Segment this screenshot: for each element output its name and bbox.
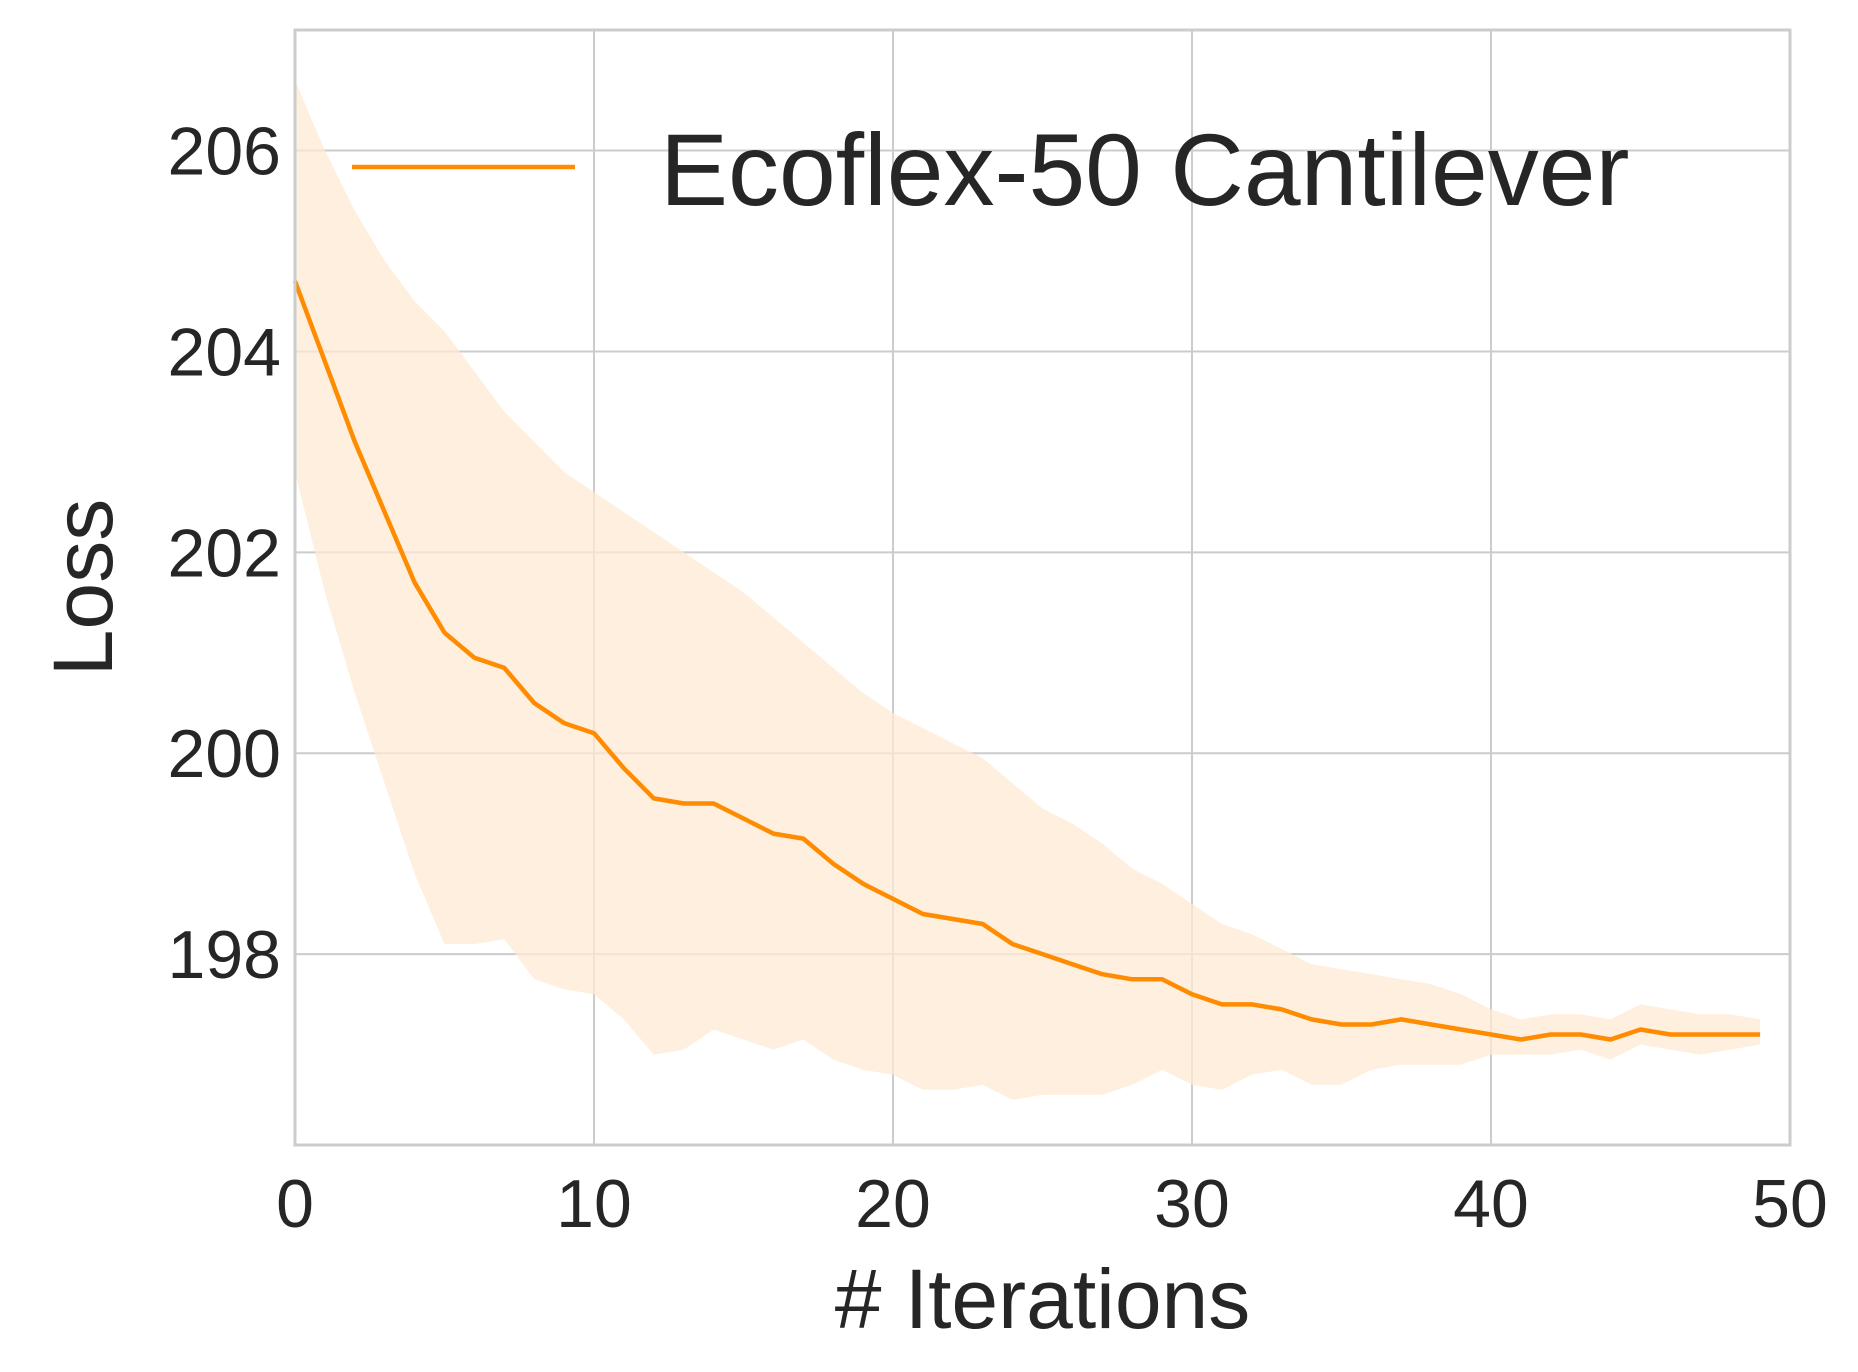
x-axis-label: # Iterations	[835, 1252, 1251, 1346]
y-tick-label: 198	[168, 917, 281, 993]
x-tick-labels: 0 10 20 30 40 50	[276, 1166, 1828, 1242]
mean-loss-line	[292, 280, 1761, 1042]
y-tick-label: 206	[168, 114, 281, 190]
x-tick-label: 50	[1752, 1166, 1828, 1242]
y-tick-labels: 198 200 202 204 206	[168, 114, 281, 994]
legend: Ecoflex-50 Cantilever	[352, 113, 1629, 227]
band-area	[295, 80, 1761, 1100]
plot-frame	[293, 28, 1792, 1147]
confidence-band	[295, 80, 1761, 1100]
x-tick-label: 30	[1154, 1166, 1230, 1242]
y-axis-label: Loss	[36, 499, 130, 676]
legend-label: Ecoflex-50 Cantilever	[660, 113, 1629, 227]
x-tick-label: 0	[276, 1166, 314, 1242]
x-tick-label: 10	[556, 1166, 632, 1242]
y-tick-label: 204	[168, 314, 281, 390]
series-line	[292, 280, 1761, 1042]
x-tick-label: 40	[1453, 1166, 1529, 1242]
y-tick-label: 200	[168, 716, 281, 792]
y-tick-label: 202	[168, 515, 281, 591]
x-tick-label: 20	[855, 1166, 931, 1242]
